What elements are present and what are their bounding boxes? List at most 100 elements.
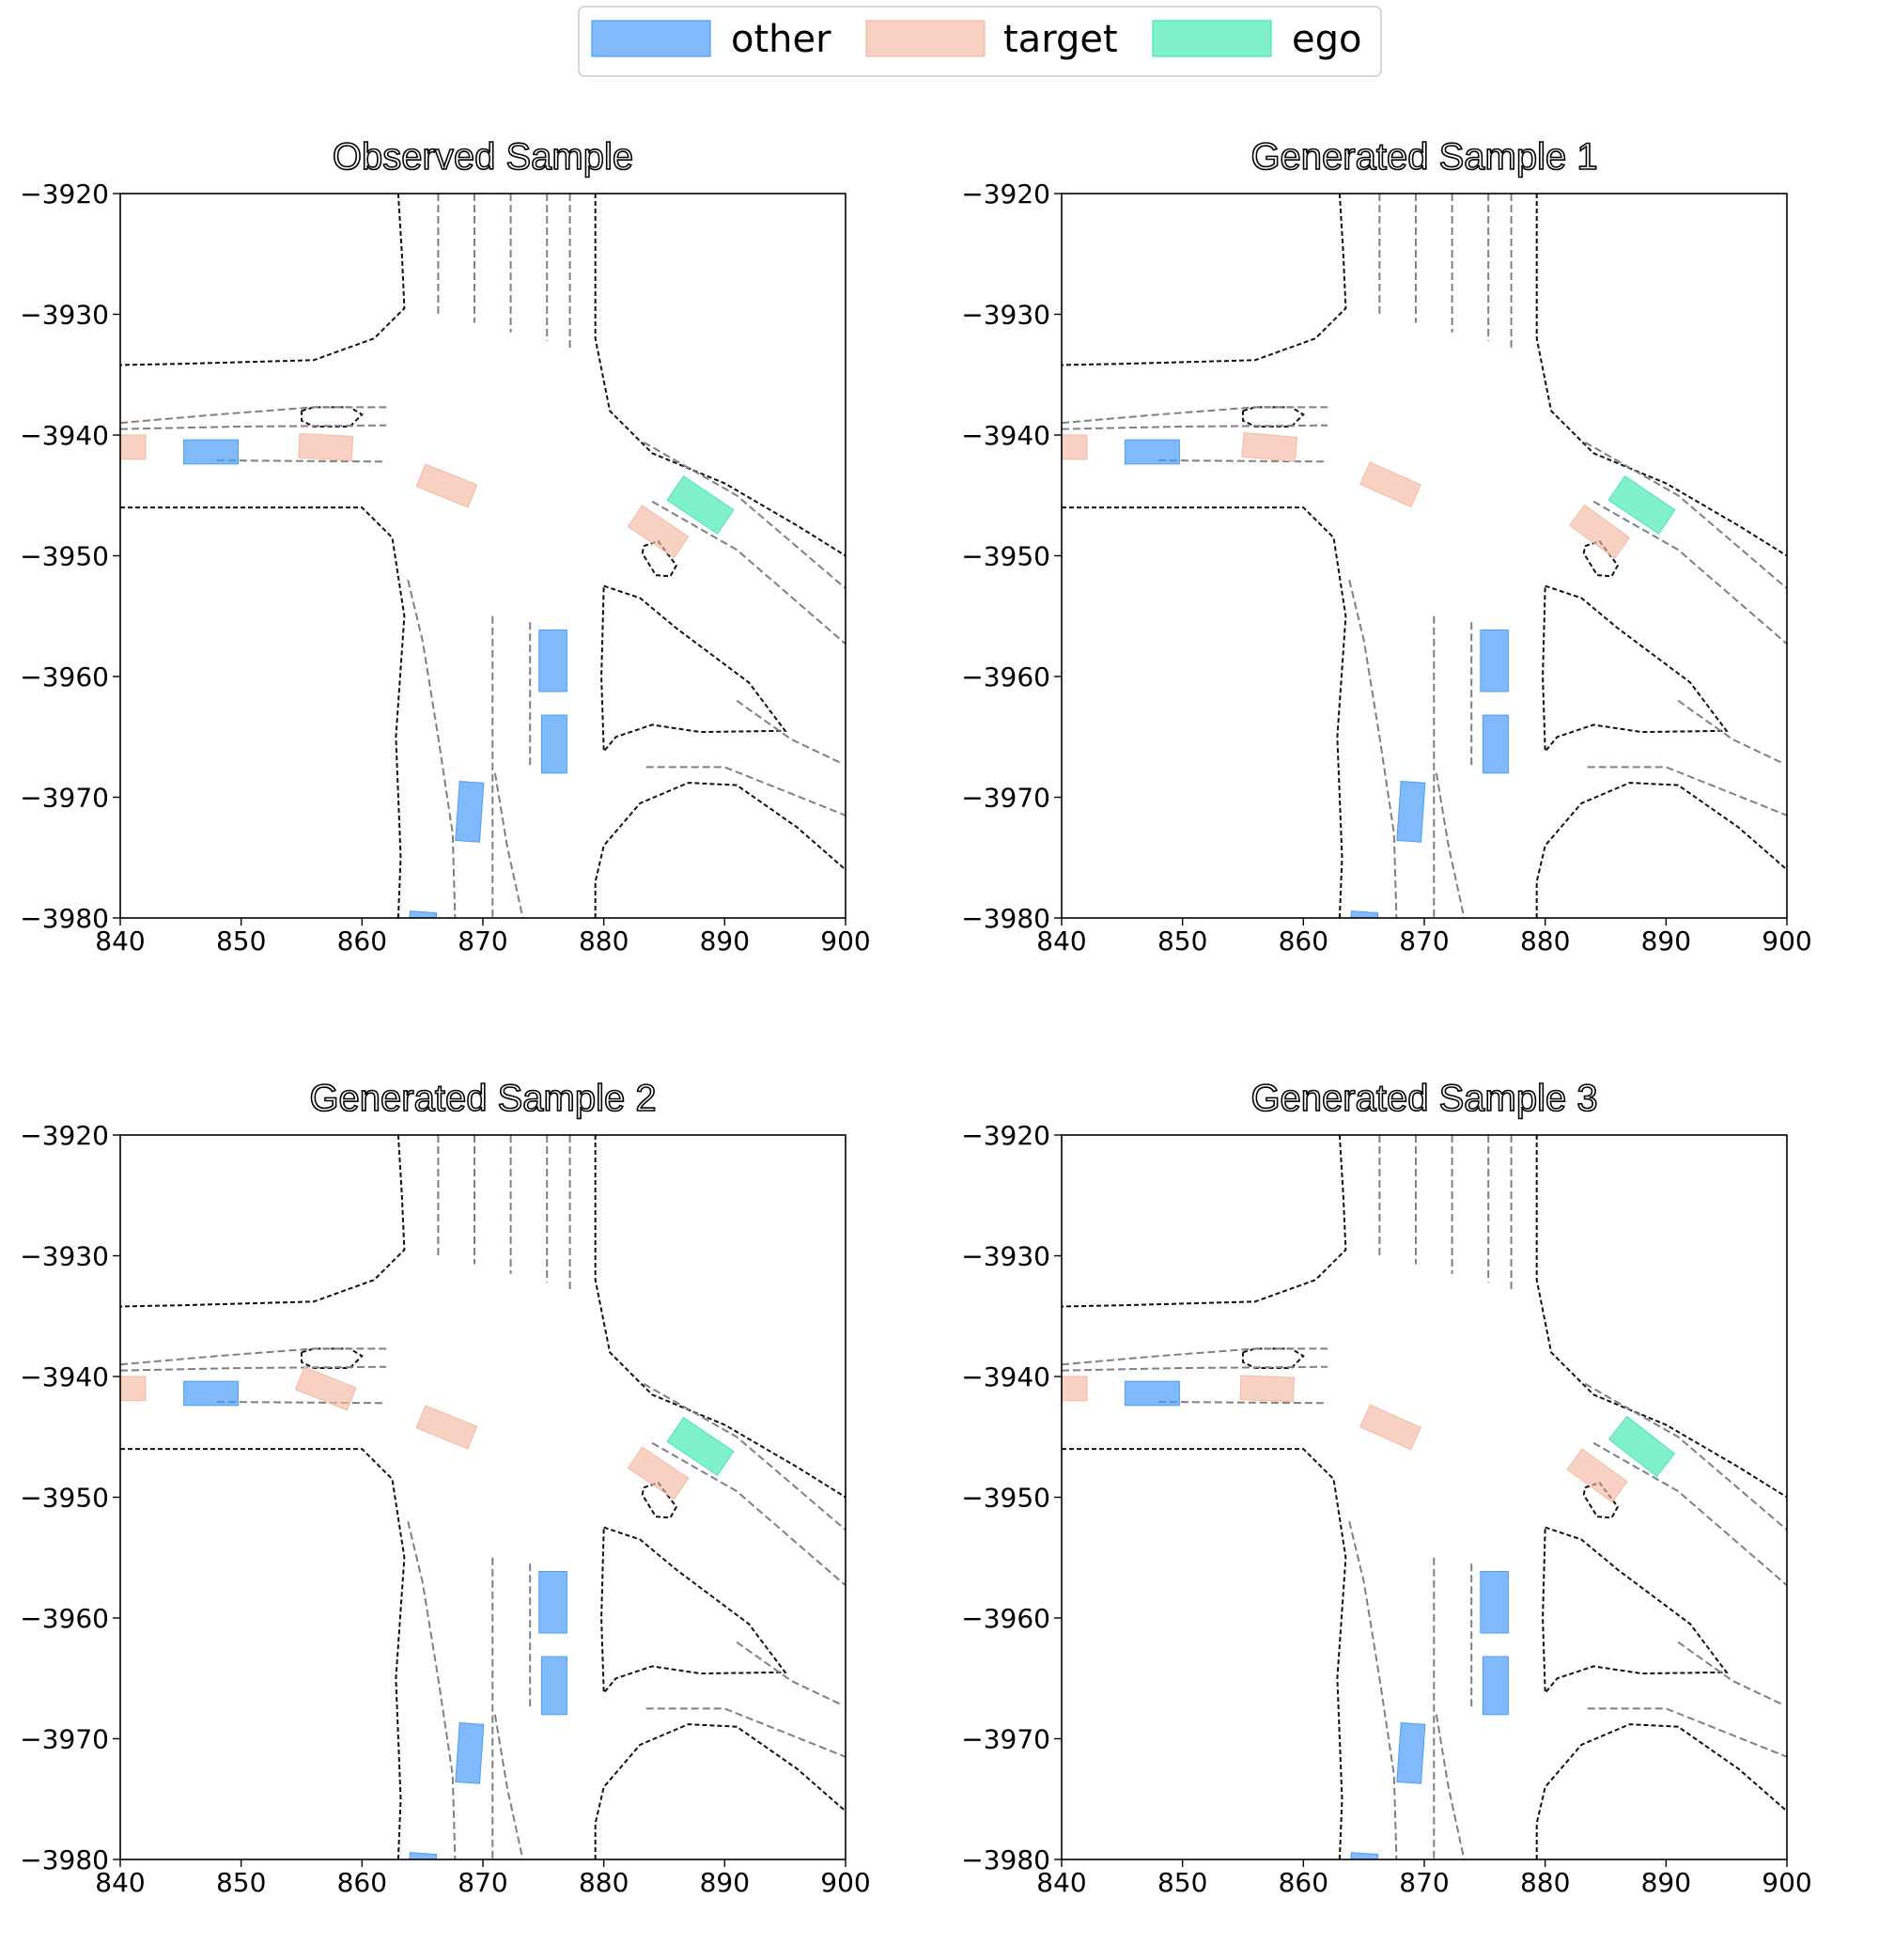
x-tick-label: 850 [1157, 926, 1207, 957]
lane-divider-line [1677, 699, 1784, 765]
target-vehicle-box [120, 434, 147, 460]
road-boundary-line [1535, 1723, 1787, 1859]
y-tick-label: −3940 [20, 1361, 109, 1392]
other-vehicle-box [1480, 1571, 1509, 1634]
other-vehicle-box [1482, 1656, 1509, 1716]
x-tick-label: 870 [458, 926, 507, 957]
y-tick-label: −3980 [961, 1844, 1050, 1875]
target-vehicle-box [1359, 461, 1421, 508]
target-vehicle-box [298, 433, 354, 461]
x-tick-label: 900 [820, 926, 870, 957]
subplot-grid: Observed Sample 840 850 860 870 880 890 900 −392… [20, 135, 1811, 1898]
other-vehicle-box [1480, 630, 1509, 692]
subplot-title: Generated Sample 3 [1250, 1078, 1597, 1119]
lane-divider-line [216, 1401, 387, 1405]
other-vehicle-box [183, 1380, 240, 1407]
x-tick-label: 840 [95, 1867, 145, 1898]
x-tick-label: 840 [95, 926, 145, 957]
target-vehicle-box [415, 1405, 478, 1450]
target-vehicle-box [120, 1376, 147, 1402]
x-tick-label: 860 [1279, 926, 1328, 957]
ego-vehicle-box [1608, 1415, 1676, 1478]
road-boundary-line [1062, 1448, 1347, 1859]
target-vehicle-box [627, 1446, 690, 1501]
x-tick-label: 850 [1157, 1867, 1207, 1898]
legend-swatch-target [865, 20, 986, 57]
y-tick-label: −3970 [961, 783, 1050, 814]
y-tick-label: −3930 [961, 300, 1050, 331]
lane-divider-line [1584, 1382, 1787, 1531]
lane-divider-line [120, 1347, 387, 1366]
other-vehicle-box [538, 630, 567, 692]
x-tick-label: 900 [1762, 1867, 1811, 1898]
target-vehicle-box [1239, 1375, 1295, 1403]
road-boundary-line [120, 1448, 406, 1859]
y-tick-label: −3960 [20, 661, 109, 692]
road-boundary-line [301, 406, 364, 428]
target-vehicle-box [1359, 1404, 1421, 1451]
other-vehicle-box [1482, 714, 1509, 774]
y-tick-label: −3980 [961, 903, 1050, 934]
x-tick-label: 900 [820, 1867, 870, 1898]
y-tick-label: −3950 [961, 541, 1050, 572]
x-tick-label: 880 [1520, 1867, 1570, 1898]
lane-divider-line [643, 441, 846, 589]
y-tick-label: −3920 [20, 1120, 109, 1151]
lane-divider-line [120, 406, 387, 425]
target-vehicle-box [294, 1366, 357, 1411]
lane-divider-line [736, 1641, 843, 1706]
road-boundary-line [301, 1347, 364, 1369]
lane-divider-line [651, 500, 846, 646]
target-vehicle-box [1062, 1376, 1088, 1402]
subplot-title: Generated Sample 1 [1250, 136, 1597, 178]
subplot-title: Observed Sample [333, 136, 633, 178]
other-vehicle-box [183, 439, 240, 465]
road-boundary-line [1535, 782, 1787, 918]
lane-divider-line [645, 766, 846, 817]
lane-divider-line [1157, 1401, 1328, 1405]
other-vehicle-box [1125, 1380, 1180, 1407]
y-tick-label: −3940 [961, 420, 1050, 451]
y-tick-label: −3920 [961, 1120, 1050, 1151]
road-boundary-line [1062, 1135, 1347, 1308]
other-vehicle-box [540, 714, 567, 774]
other-vehicle-box [1396, 1722, 1426, 1784]
x-tick-label: 890 [700, 1867, 750, 1898]
y-tick-label: −3960 [20, 1603, 109, 1634]
lane-divider-line [407, 579, 457, 918]
other-vehicle-box [1396, 781, 1426, 843]
lane-divider-line [1062, 1365, 1328, 1372]
target-vehicle-box [1566, 1448, 1628, 1503]
y-tick-label: −3960 [961, 1603, 1050, 1634]
y-tick-label: −3980 [20, 903, 109, 934]
x-tick-label: 890 [1641, 1867, 1691, 1898]
road-boundary-line [1242, 406, 1305, 428]
lane-divider-line [1348, 1520, 1398, 1859]
x-tick-label: 850 [216, 1867, 266, 1898]
lane-divider-line [643, 1382, 846, 1531]
x-tick-label: 870 [458, 1867, 507, 1898]
road-boundary-line [594, 1135, 846, 1499]
other-vehicle-box [540, 1656, 567, 1716]
axes-frame [119, 193, 846, 919]
subplot-3: Generated Sample 2 840 850 860 870 880 890 900 −… [20, 1077, 870, 1898]
y-tick-label: −3930 [20, 1241, 109, 1272]
subplot-2: Generated Sample 1 840 850 860 870 880 890 900 −… [961, 135, 1811, 957]
plot-area [120, 1135, 846, 1859]
y-tick-label: −3940 [20, 420, 109, 451]
ego-vehicle-box [666, 1417, 735, 1476]
legend-label-target: target [1003, 18, 1118, 61]
road-boundary-line [120, 506, 406, 918]
subplot-title: Generated Sample 2 [309, 1078, 656, 1119]
lane-divider-line [216, 459, 387, 463]
lane-divider-line [1062, 1347, 1328, 1366]
lane-divider-line [645, 1707, 846, 1758]
lane-divider-line [1677, 1641, 1784, 1706]
other-vehicle-box [408, 1852, 438, 1859]
legend-label-other: other [731, 18, 831, 61]
x-tick-label: 850 [216, 926, 266, 957]
y-tick-label: −3970 [961, 1724, 1050, 1755]
y-tick-label: −3960 [961, 661, 1050, 692]
y-tick-label: −3920 [961, 179, 1050, 210]
road-boundary-line [1542, 584, 1729, 754]
